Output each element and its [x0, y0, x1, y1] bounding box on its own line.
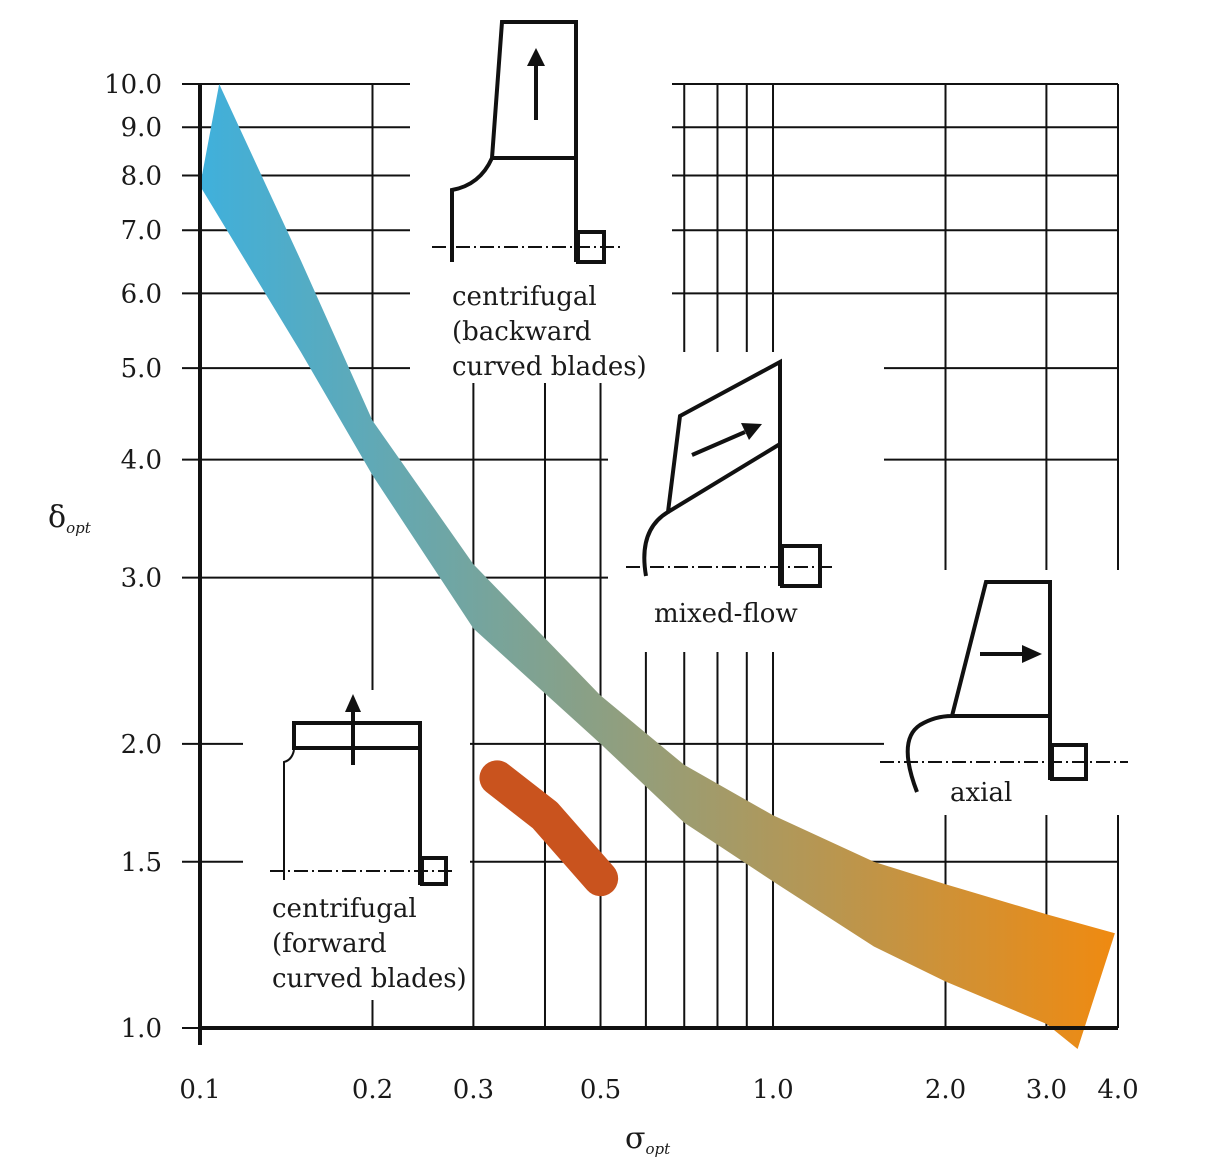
axial-label: axial	[950, 778, 1012, 808]
y-tick-label: 1.0	[121, 1014, 162, 1044]
centrifugal-forward-sketch: centrifugal (forward curved blades)	[270, 694, 467, 994]
centrifugal-backward-line-2: (backward	[452, 317, 591, 347]
x-axis-label: σopt	[625, 1121, 671, 1158]
x-tick-label: 2.0	[925, 1075, 966, 1105]
forward-impeller-shroud	[283, 749, 295, 880]
operating-band	[200, 84, 1115, 1049]
y-tick-label: 4.0	[121, 446, 162, 476]
y-axis-label: δopt	[48, 500, 92, 537]
x-tick-label: 0.1	[179, 1075, 220, 1105]
centrifugal-backward-line-1: centrifugal	[452, 282, 597, 312]
mask-mixed-flow	[608, 352, 884, 652]
mixed-flow-label: mixed-flow	[654, 599, 798, 629]
axes	[198, 84, 1118, 1045]
centrifugal-backward-sketch: centrifugal (backward curved blades)	[432, 20, 647, 382]
arrow-diagonal-icon	[741, 423, 762, 440]
x-tick-label: 0.2	[352, 1075, 393, 1105]
backward-impeller-outline	[450, 20, 578, 262]
x-tick-label: 0.5	[580, 1075, 621, 1105]
arrow-up-icon	[345, 694, 361, 712]
x-tick-label: 4.0	[1097, 1075, 1138, 1105]
x-tick-label: 3.0	[1026, 1075, 1067, 1105]
mixed-flow-impeller-outline	[642, 358, 782, 586]
arrow-up-icon	[527, 48, 545, 66]
mask-axial	[884, 570, 1130, 815]
centrifugal-forward-line-1: centrifugal	[272, 894, 417, 924]
y-tick-label: 9.0	[121, 113, 162, 143]
mask-forward	[243, 690, 470, 1000]
y-tick-label: 1.5	[121, 848, 162, 878]
mixed-flow-arrow	[691, 430, 746, 457]
x-tick-label: 0.3	[453, 1075, 494, 1105]
y-tick-label: 8.0	[121, 161, 162, 191]
y-tick-label: 3.0	[121, 564, 162, 594]
secondary-band	[479, 760, 619, 897]
y-tick-label: 2.0	[121, 730, 162, 760]
arrow-right-icon	[1022, 645, 1042, 663]
tick-labels: 0.1 0.2 0.3 0.5 1.0 2.0 3.0 4.0 1.0 1.5 2.0 3.0 4.0 5…	[104, 70, 1139, 1105]
y-tick-label: 6.0	[121, 279, 162, 309]
axial-sketch: axial	[880, 580, 1128, 808]
data-layer	[200, 84, 1115, 1049]
y-tick-label: 10.0	[104, 70, 162, 100]
centrifugal-forward-line-2: (forward	[272, 929, 387, 959]
y-tick-label: 7.0	[121, 216, 162, 246]
y-tick-label: 5.0	[121, 354, 162, 384]
label-backgrounds	[243, 15, 1130, 1000]
centrifugal-backward-line-3: curved blades)	[452, 352, 647, 382]
mixed-flow-sketch: mixed-flow	[626, 358, 836, 629]
x-tick-label: 1.0	[752, 1075, 793, 1105]
mixed-flow-hub-line	[666, 442, 782, 514]
forward-impeller-outline	[292, 721, 422, 885]
centrifugal-forward-line-3: curved blades)	[272, 964, 467, 994]
